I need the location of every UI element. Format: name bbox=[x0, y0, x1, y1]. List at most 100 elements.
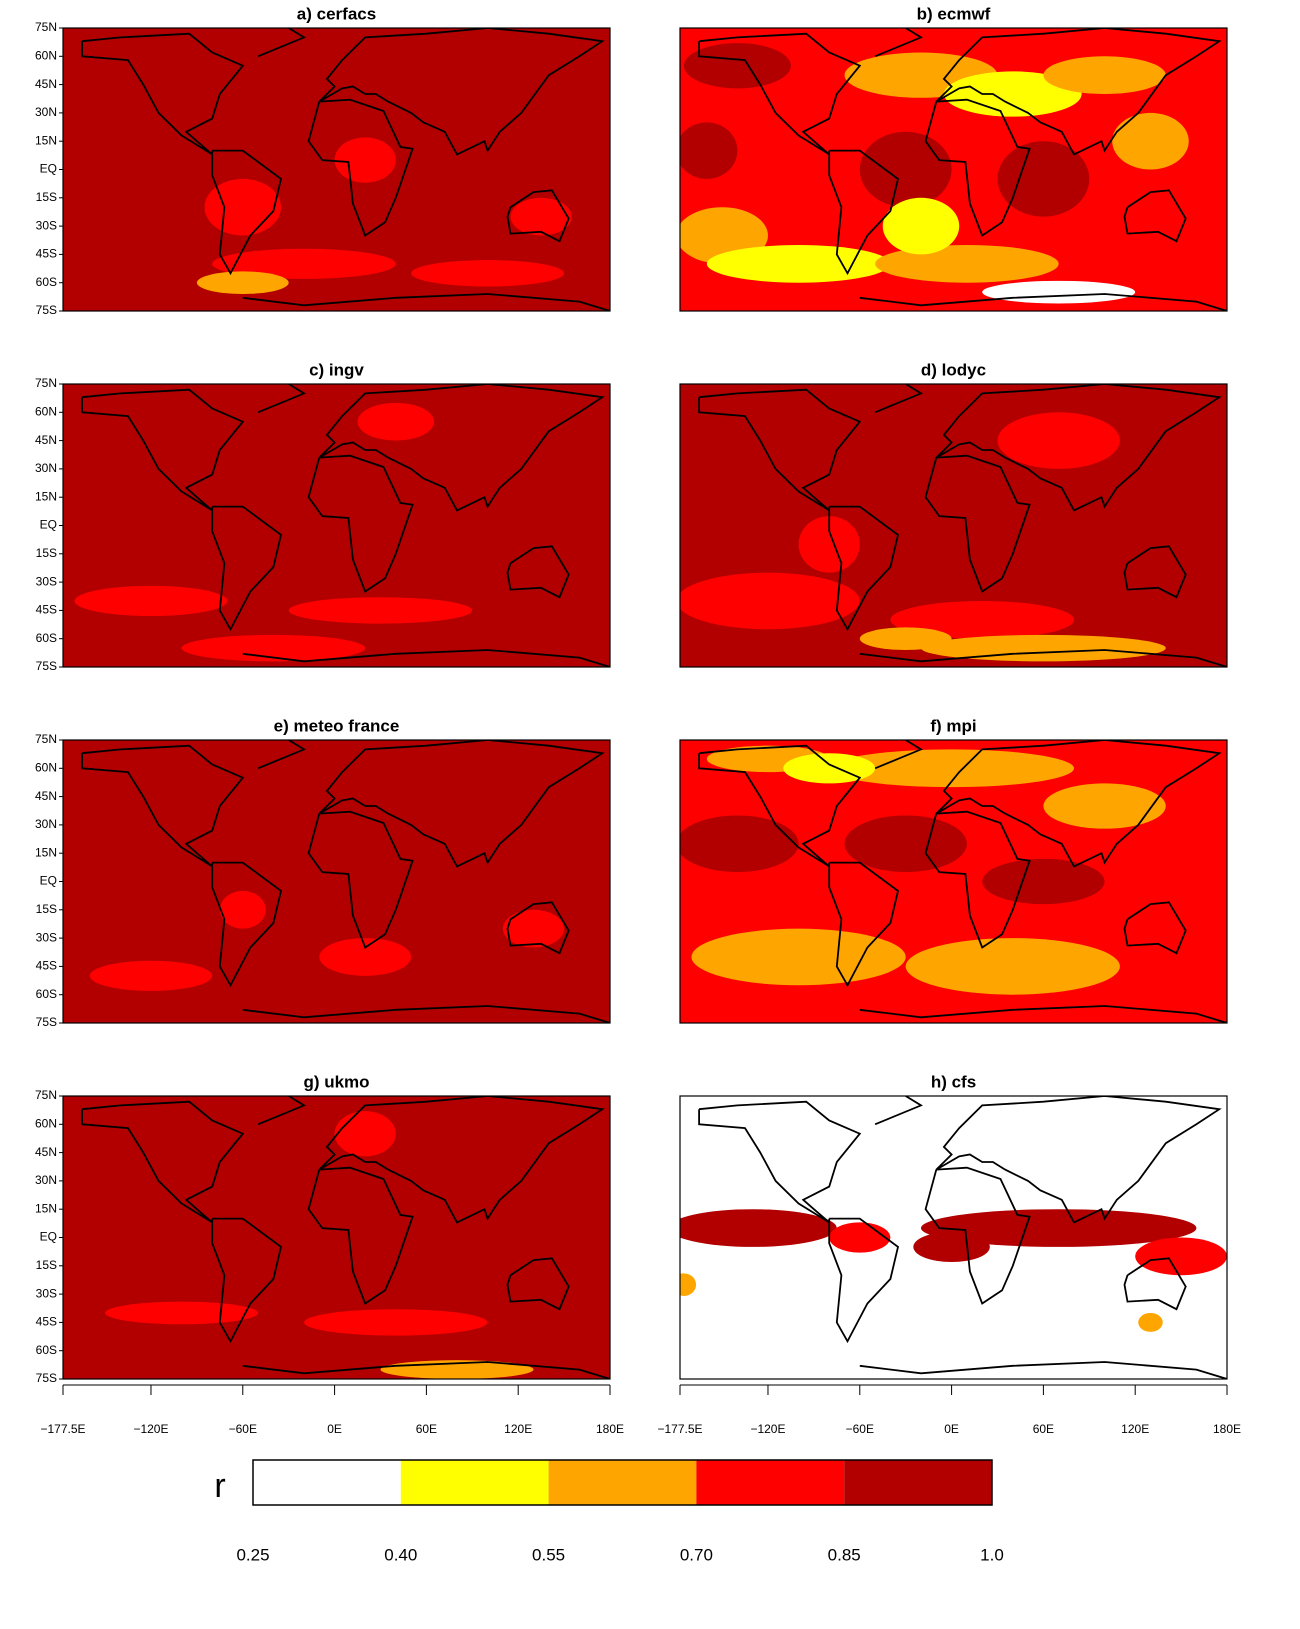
x-tick-label: 120E bbox=[1121, 1422, 1149, 1436]
map-panel: c) ingv 75N 60N 45N 30N 15N EQ 15S 30S 45S 60S 75S bbox=[35, 360, 611, 673]
contour-region bbox=[905, 938, 1120, 995]
y-tick-label: 75S bbox=[36, 303, 57, 317]
coastline bbox=[211, 861, 283, 988]
x-tick-label: 60E bbox=[416, 1422, 437, 1436]
contour-region bbox=[798, 516, 860, 573]
coastline bbox=[307, 454, 414, 593]
y-tick-label: 45S bbox=[36, 959, 57, 973]
y-tick-label: 15N bbox=[35, 1201, 57, 1215]
coastline bbox=[698, 388, 862, 512]
contour-region bbox=[288, 597, 473, 624]
map-field bbox=[680, 28, 1227, 311]
contour-region bbox=[882, 197, 960, 255]
contour-region bbox=[105, 1301, 259, 1325]
coastline bbox=[506, 1257, 570, 1311]
contour-region bbox=[890, 600, 1074, 639]
panel-frame bbox=[679, 1095, 1228, 1380]
colorbar-label: 1.0 bbox=[980, 1545, 1004, 1564]
panel-title: e) meteo france bbox=[274, 716, 400, 735]
coastline bbox=[935, 740, 1222, 868]
y-tick-label: 45N bbox=[35, 433, 57, 447]
panel-title: d) lodyc bbox=[921, 360, 986, 379]
y-tick-label: EQ bbox=[40, 518, 57, 532]
contour-region bbox=[875, 244, 1059, 283]
colorbar-swatch bbox=[548, 1460, 697, 1505]
panel-title: c) ingv bbox=[309, 360, 364, 379]
contour-region bbox=[680, 572, 860, 630]
contour-region bbox=[982, 858, 1105, 905]
coastline bbox=[828, 149, 900, 276]
y-tick-label: 45N bbox=[35, 789, 57, 803]
coastline bbox=[828, 505, 900, 632]
panel-frame bbox=[679, 739, 1228, 1024]
coastline bbox=[257, 384, 306, 414]
contour-region bbox=[334, 137, 396, 183]
contour-region bbox=[706, 244, 891, 283]
coastline bbox=[874, 28, 923, 58]
coastline bbox=[211, 1217, 283, 1344]
coastline bbox=[242, 293, 610, 311]
coastline bbox=[506, 901, 570, 955]
coastline bbox=[935, 28, 1222, 156]
x-tick-label: 180E bbox=[1213, 1422, 1241, 1436]
y-tick-label: EQ bbox=[40, 162, 57, 176]
field-background bbox=[63, 384, 610, 667]
colorbar-label: 0.55 bbox=[532, 1545, 565, 1564]
y-tick-label: 75N bbox=[35, 732, 57, 746]
y-tick-label: 30S bbox=[36, 1286, 57, 1300]
coastline bbox=[506, 545, 570, 599]
coastline bbox=[318, 384, 605, 512]
coastline bbox=[506, 189, 570, 243]
x-tick-label: −177.5E bbox=[40, 1422, 85, 1436]
map-panel: g) ukmo 75N 60N 45N 30N 15N EQ 15S 30S 45S 60S 75S −… bbox=[35, 1072, 624, 1436]
coastline bbox=[307, 1166, 414, 1305]
contour-region bbox=[920, 1209, 1197, 1247]
coastline bbox=[698, 32, 862, 156]
coastline bbox=[698, 744, 862, 868]
coastline bbox=[318, 28, 605, 156]
x-tick-label: 0E bbox=[944, 1422, 959, 1436]
y-tick-label: 75S bbox=[36, 1015, 57, 1029]
contour-region bbox=[680, 815, 799, 873]
y-tick-label: 30S bbox=[36, 930, 57, 944]
y-tick-label: EQ bbox=[40, 874, 57, 888]
x-tick-label: 0E bbox=[327, 1422, 342, 1436]
y-tick-label: 60S bbox=[36, 1343, 57, 1357]
coastline bbox=[242, 1361, 610, 1379]
coastline bbox=[859, 1005, 1227, 1023]
map-panel: b) ecmwf bbox=[679, 4, 1228, 312]
coastline bbox=[874, 1096, 923, 1126]
colorbar: r 0.25 0.40 0.55 0.70 0.85 1.0 bbox=[214, 1459, 1004, 1564]
coastline bbox=[257, 28, 306, 58]
panel-title: h) cfs bbox=[931, 1072, 976, 1091]
y-tick-label: 15N bbox=[35, 845, 57, 859]
coastline bbox=[211, 505, 283, 632]
y-tick-label: 60S bbox=[36, 631, 57, 645]
y-tick-label: 75N bbox=[35, 376, 57, 390]
y-tick-label: 30N bbox=[35, 1173, 57, 1187]
coastline bbox=[935, 384, 1222, 512]
map-field bbox=[63, 1096, 610, 1379]
panel-title: f) mpi bbox=[930, 716, 976, 735]
y-tick-label: 30N bbox=[35, 817, 57, 831]
coastline bbox=[307, 810, 414, 949]
coastline bbox=[211, 149, 283, 276]
coastline bbox=[257, 740, 306, 770]
x-tick-label: −120E bbox=[133, 1422, 168, 1436]
contour-region bbox=[1043, 783, 1166, 829]
y-tick-label: 15S bbox=[36, 546, 57, 560]
colorbar-label: 0.85 bbox=[828, 1545, 861, 1564]
contour-region bbox=[510, 197, 572, 236]
y-tick-label: 15N bbox=[35, 133, 57, 147]
coastline bbox=[81, 1100, 245, 1224]
coastline bbox=[924, 454, 1031, 593]
y-tick-label: 30S bbox=[36, 218, 57, 232]
panel-title: a) cerfacs bbox=[297, 4, 376, 23]
contour-region bbox=[943, 71, 1082, 117]
colorbar-title: r bbox=[214, 1467, 225, 1505]
y-tick-label: 15S bbox=[36, 1258, 57, 1272]
contour-region bbox=[683, 43, 791, 89]
y-tick-label: 60N bbox=[35, 1116, 57, 1130]
contour-region bbox=[219, 890, 266, 929]
y-tick-label: 30N bbox=[35, 105, 57, 119]
